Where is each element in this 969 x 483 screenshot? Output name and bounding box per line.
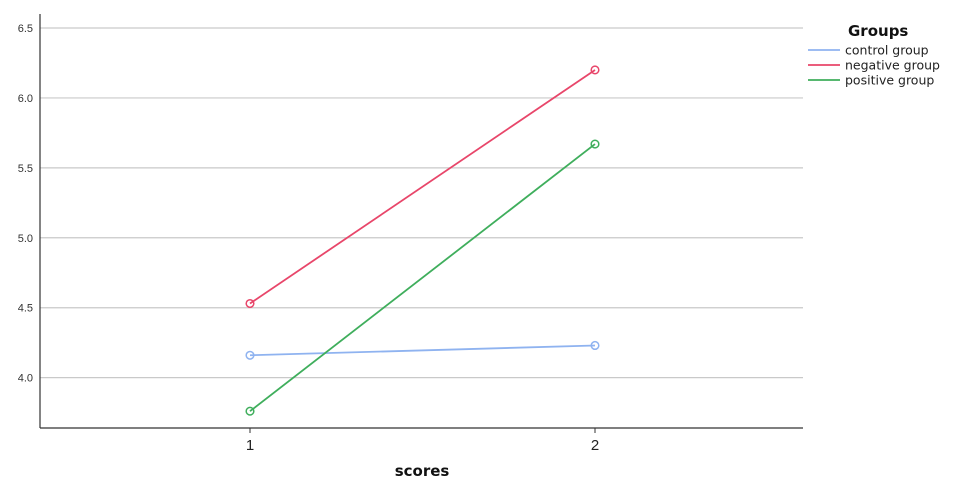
data-point-control-group: [245, 350, 255, 360]
data-point-positive-group: [245, 406, 255, 416]
data-point-control-group: [590, 340, 600, 351]
legend-label-control-group: control group: [845, 43, 929, 58]
data-point-positive-group: [590, 139, 600, 149]
x-tick-label: 2: [591, 437, 599, 454]
x-axis-title: scores: [395, 462, 450, 480]
series-line-control-group: [249, 344, 596, 357]
legend-title: Groups: [848, 22, 908, 40]
y-tick-label: 6.5: [18, 23, 33, 35]
axes: [39, 14, 803, 429]
legend-label-positive-group: positive group: [845, 73, 934, 88]
legend-label-negative-group: negative group: [845, 58, 940, 73]
y-tick-label: 6.0: [18, 93, 33, 105]
y-tick-labels: 4.0 4.5 5.0 5.5 6.0 6.5: [18, 23, 33, 385]
series-line-positive-group: [249, 143, 596, 412]
data-point-negative-group: [245, 298, 255, 309]
y-tick-label: 4.5: [18, 303, 33, 315]
x-tick-label: 1: [246, 437, 254, 454]
series-line-negative-group: [249, 69, 596, 305]
gridlines: [40, 27, 803, 379]
data-point-negative-group: [590, 65, 600, 75]
y-tick-label: 5.5: [18, 163, 33, 175]
y-tick-label: 4.0: [18, 373, 33, 385]
series-lines: [245, 65, 600, 416]
y-tick-label: 5.0: [18, 233, 33, 245]
